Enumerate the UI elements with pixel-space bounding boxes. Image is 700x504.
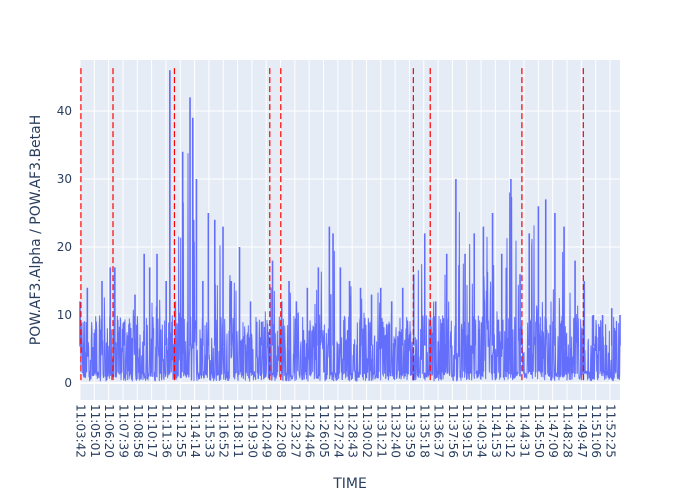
- x-tick-label: 11:47:09: [546, 404, 560, 458]
- x-tick-label: 11:12:55: [174, 404, 188, 458]
- x-tick-label: 11:40:34: [475, 404, 489, 458]
- x-tick-label: 11:16:52: [217, 404, 231, 458]
- x-tick-label: 11:48:28: [561, 404, 575, 458]
- y-tick-label: 0: [64, 376, 72, 390]
- x-tick-label: 11:31:21: [374, 404, 388, 458]
- x-tick-label: 11:05:01: [88, 404, 102, 458]
- y-tick-labels: 0 10 20 30 40: [57, 104, 72, 390]
- x-tick-label: 11:49:47: [575, 404, 589, 458]
- x-tick-label: 11:45:50: [532, 404, 546, 458]
- x-tick-label: 11:22:08: [274, 404, 288, 458]
- x-tick-label: 11:06:20: [102, 404, 116, 458]
- x-tick-label: 11:39:15: [460, 404, 474, 458]
- y-tick-label: 40: [57, 104, 72, 118]
- y-tick-label: 10: [57, 308, 72, 322]
- series-layer: [79, 70, 621, 382]
- x-tick-label: 11:33:59: [403, 404, 417, 458]
- x-tick-label: 11:20:49: [260, 404, 274, 458]
- y-axis-title: POW.AF3.Alpha / POW.AF3.BetaH: [28, 115, 44, 346]
- x-tick-label: 11:26:05: [317, 404, 331, 458]
- x-axis-title: TIME: [332, 476, 367, 492]
- x-tick-label: 11:14:14: [188, 404, 202, 458]
- x-tick-label: 11:52:25: [603, 404, 617, 458]
- x-tick-label: 11:44:31: [518, 404, 532, 458]
- x-tick-label: 11:30:02: [360, 404, 374, 458]
- x-tick-label: 11:43:12: [503, 404, 517, 458]
- x-tick-label: 11:03:42: [74, 404, 88, 458]
- vertical-lines: [80, 68, 584, 383]
- x-tick-label: 11:19:30: [245, 404, 259, 458]
- x-tick-label: 11:23:27: [288, 404, 302, 458]
- x-tick-label: 11:08:58: [131, 404, 145, 458]
- x-tick-label: 11:37:56: [446, 404, 460, 458]
- x-tick-label: 11:28:43: [346, 404, 360, 458]
- x-tick-label: 11:24:46: [303, 404, 317, 458]
- x-tick-label: 11:15:33: [202, 404, 216, 458]
- y-tick-label: 30: [57, 172, 72, 186]
- x-tick-label: 11:35:18: [417, 404, 431, 458]
- x-tick-label: 11:51:06: [589, 404, 603, 458]
- y-tick-label: 20: [57, 240, 72, 254]
- x-tick-label: 11:41:53: [489, 404, 503, 458]
- x-tick-label: 11:18:11: [231, 404, 245, 458]
- x-tick-label: 11:32:40: [389, 404, 403, 458]
- x-tick-label: 11:07:39: [116, 404, 130, 458]
- x-tick-label: 11:10:17: [145, 404, 159, 458]
- x-tick-label: 11:11:36: [159, 404, 173, 458]
- x-tick-labels: 11:03:42 11:05:01 11:06:20 11:07:39 11:08:58…: [74, 404, 618, 458]
- x-tick-label: 11:36:37: [432, 404, 446, 458]
- x-tick-label: 11:27:24: [331, 404, 345, 458]
